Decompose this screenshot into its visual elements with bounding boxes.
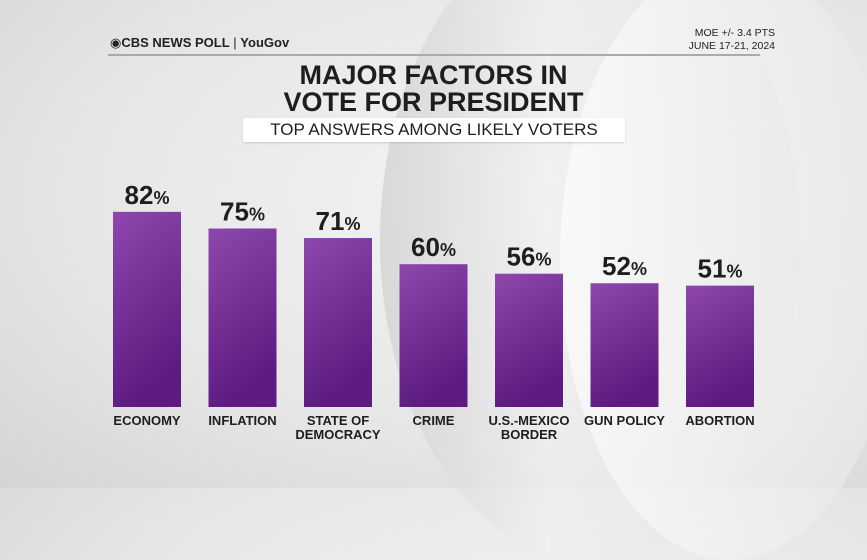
chart-title: MAJOR FACTORS IN VOTE FOR PRESIDENT bbox=[283, 60, 584, 117]
poll-dates: JUNE 17-21, 2024 bbox=[688, 40, 775, 52]
data-label: 56% bbox=[507, 242, 552, 272]
category-label: STATE OF DEMOCRACY bbox=[295, 413, 381, 442]
bar-4 bbox=[495, 273, 563, 407]
category-label: U.S.-MEXICO BORDER bbox=[488, 413, 570, 442]
moe-text: MOE +/- 3.4 PTS bbox=[694, 27, 775, 39]
category-label: GUN POLICY bbox=[584, 413, 665, 428]
chart-subtitle: TOP ANSWERS AMONG LIKELY VOTERS bbox=[243, 118, 625, 142]
category-label: CRIME bbox=[412, 413, 455, 428]
data-label: 60% bbox=[411, 232, 456, 262]
category-label: ABORTION bbox=[685, 413, 755, 428]
data-label: 75% bbox=[220, 197, 265, 227]
background-swoosh bbox=[560, 0, 867, 560]
bar-5 bbox=[590, 283, 659, 407]
bar-1 bbox=[208, 228, 277, 407]
data-label: 51% bbox=[698, 254, 743, 284]
bar-6 bbox=[686, 285, 754, 407]
bar-2 bbox=[304, 238, 372, 407]
header-divider bbox=[108, 54, 760, 56]
category-label: ECONOMY bbox=[113, 413, 181, 428]
bar-chart: 82% 75% 71% 60% 56% 52% 51% bbox=[113, 180, 754, 407]
brand-logo: ◉CBS NEWS POLL | YouGov bbox=[110, 35, 290, 50]
bar-0 bbox=[113, 211, 181, 407]
category-label: INFLATION bbox=[208, 413, 277, 428]
data-label: 82% bbox=[125, 180, 170, 210]
data-label: 52% bbox=[602, 251, 647, 281]
bar-3 bbox=[399, 264, 468, 407]
poll-info: MOE +/- 3.4 PTS JUNE 17-21, 2024 bbox=[689, 27, 775, 53]
data-label: 71% bbox=[316, 206, 361, 236]
